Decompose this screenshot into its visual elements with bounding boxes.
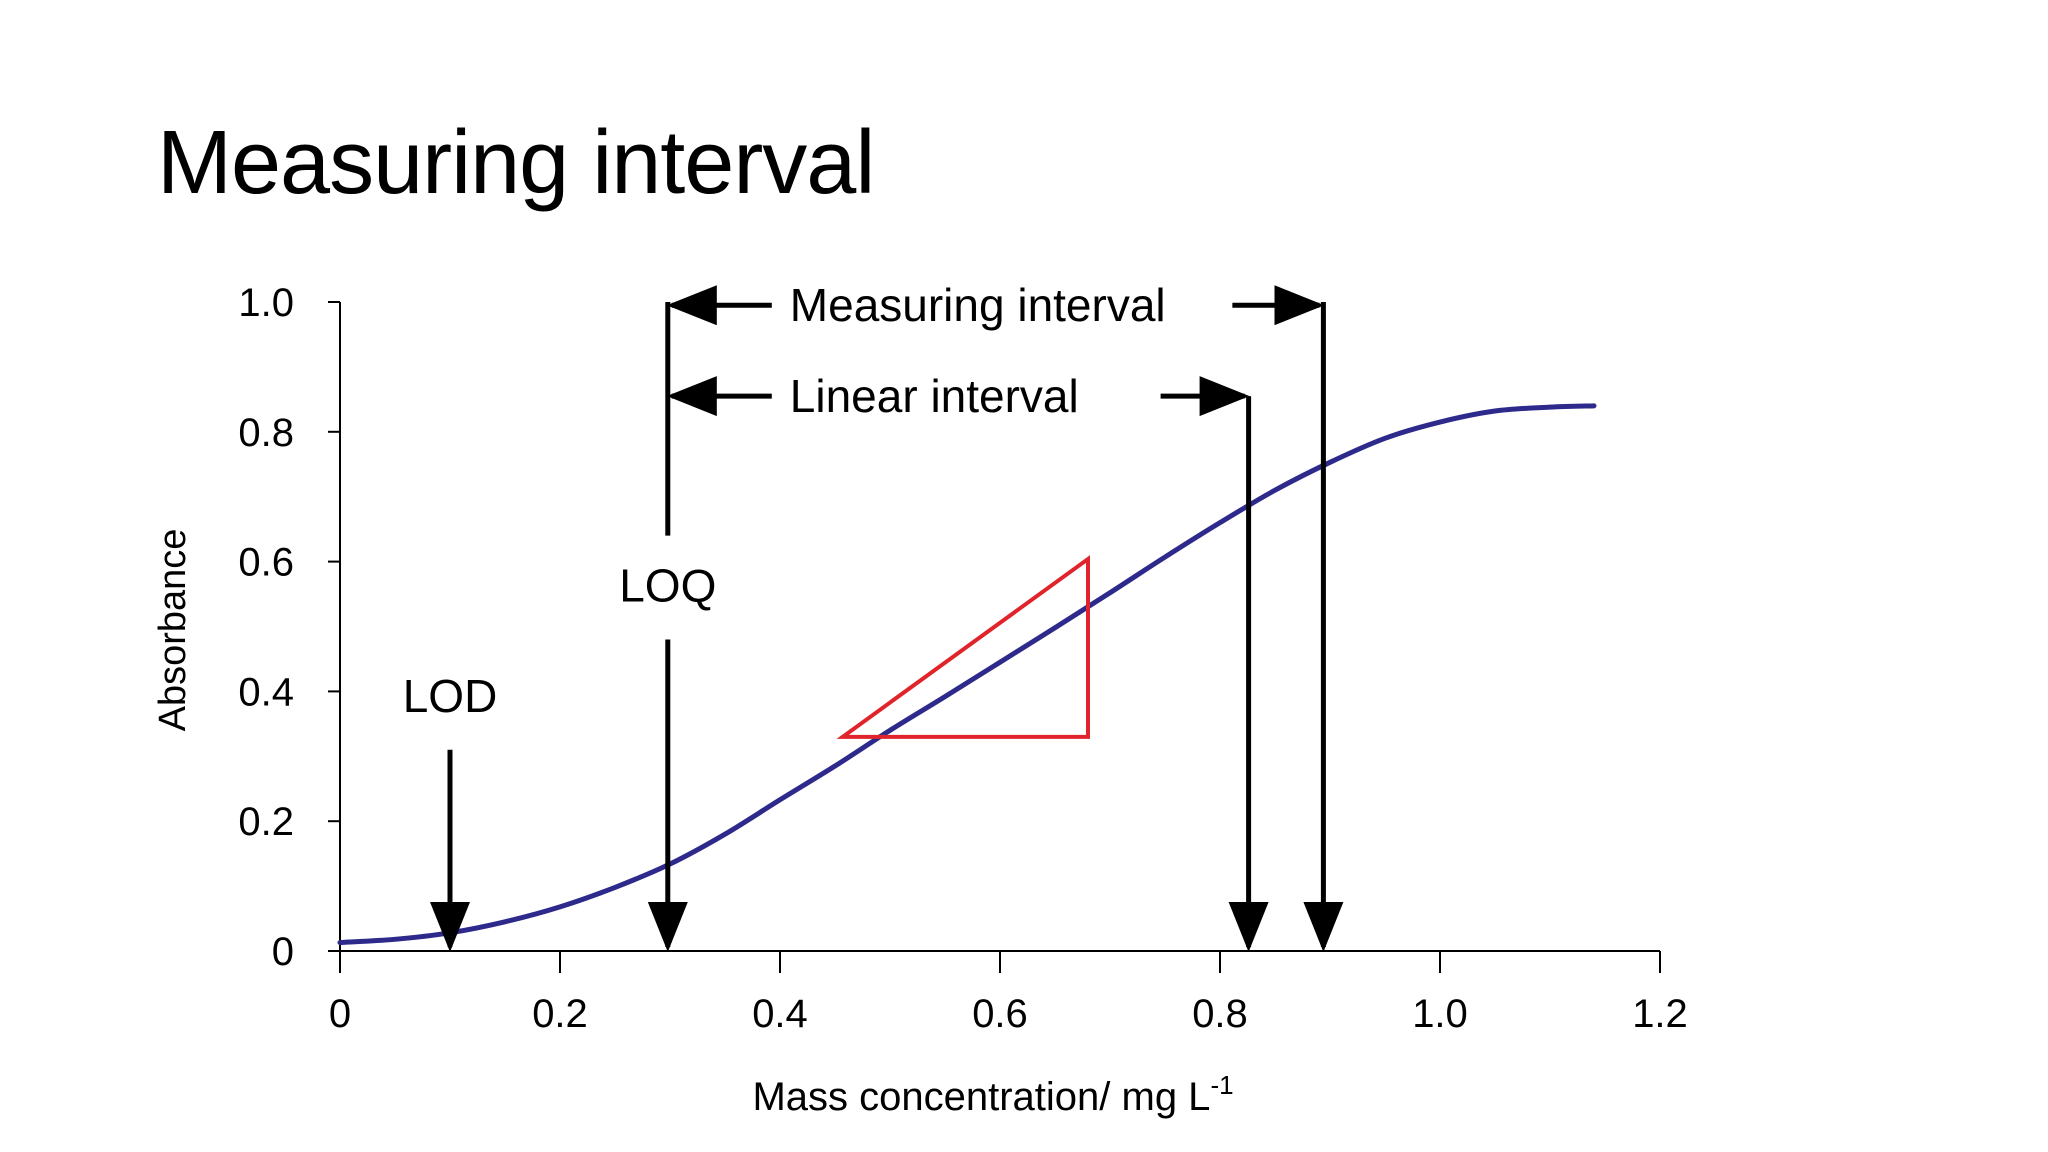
y-tick-label: 0 — [272, 930, 294, 974]
interval-label: Measuring interval — [790, 279, 1166, 331]
slope-triangle — [836, 555, 1090, 739]
x-axis-label-superscript: -1 — [1210, 1070, 1233, 1100]
x-tick-label: 0.2 — [532, 992, 588, 1036]
series — [337, 403, 1597, 946]
marker-label-loq: LOQ — [619, 559, 716, 611]
y-tick-label: 0.6 — [238, 541, 294, 585]
calibration-curve — [337, 403, 1597, 946]
x-tick-label: 0.4 — [752, 992, 808, 1036]
x-tick-label: 0 — [329, 992, 351, 1036]
x-tick-label: 1.2 — [1632, 992, 1688, 1036]
marker-label-lod: LOD — [403, 670, 498, 722]
x-tick-label: 0.8 — [1192, 992, 1248, 1036]
y-tick-label: 0.8 — [238, 411, 294, 455]
y-tick-label: 1.0 — [238, 281, 294, 325]
annotations: LOD LOQ Measuring interval Linear interval — [403, 279, 1344, 952]
x-axis-label-main: Mass concentration/ mg L — [752, 1075, 1210, 1119]
ticks: 0 0.2 0.4 0.6 0.8 1.0 0 0.2 0.4 0.6 0.8 1.0 1.2 — [238, 281, 1687, 1036]
y-tick-label: 0.4 — [238, 670, 294, 714]
interval-label: Linear interval — [790, 370, 1079, 422]
x-tick-label: 0.6 — [972, 992, 1028, 1036]
x-tick-label: 1.0 — [1412, 992, 1468, 1036]
y-tick-label: 0.2 — [238, 800, 294, 844]
y-axis-label: Absorbance — [152, 529, 194, 732]
slide-title: Measuring interval — [157, 113, 875, 213]
x-axis-label: Mass concentration/ mg L-1 — [752, 1070, 1233, 1119]
